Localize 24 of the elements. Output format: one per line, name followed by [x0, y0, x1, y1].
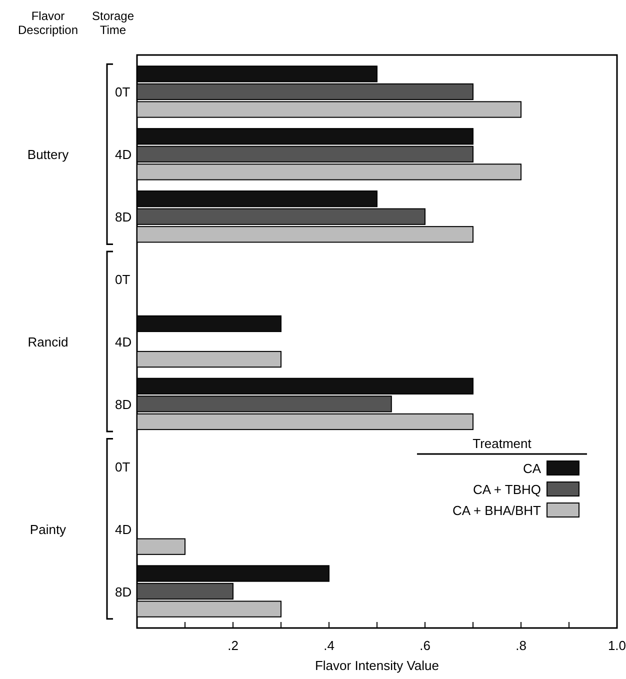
- x-axis-title: Flavor Intensity Value: [314, 658, 440, 673]
- x-tick-label: .2: [228, 638, 238, 653]
- y-tick-label: 0T: [115, 84, 130, 100]
- y-tick-label: 4D: [115, 147, 132, 162]
- legend-label: CA + BHA/BHT: [452, 503, 542, 518]
- y-axis-title: Storage Time: [92, 9, 134, 37]
- x-tick-label: .6: [420, 638, 430, 653]
- y-tick-label: 4D: [115, 522, 132, 537]
- text: Painty: [30, 522, 67, 537]
- legend-label: CA + TBHQ: [472, 482, 541, 497]
- y-tick-label: 8D: [115, 584, 132, 600]
- x-tick-label: 1.0: [608, 638, 626, 653]
- y-tick-label: 0T: [115, 459, 130, 474]
- text: Rancid: [28, 334, 68, 350]
- y-tick-label: 0T: [115, 272, 130, 288]
- legend-title: Treatment: [472, 436, 532, 451]
- y-tick-label: 8D: [115, 396, 132, 412]
- x-tick-label: .4: [324, 638, 334, 653]
- y-tick-label: 8D: [115, 210, 132, 225]
- text: Flavor Description: [18, 9, 78, 37]
- text: Buttery: [27, 147, 70, 162]
- legend-label: CA: [522, 461, 542, 476]
- y-tick-label: 4D: [115, 334, 132, 350]
- x-tick-label: .8: [516, 638, 526, 653]
